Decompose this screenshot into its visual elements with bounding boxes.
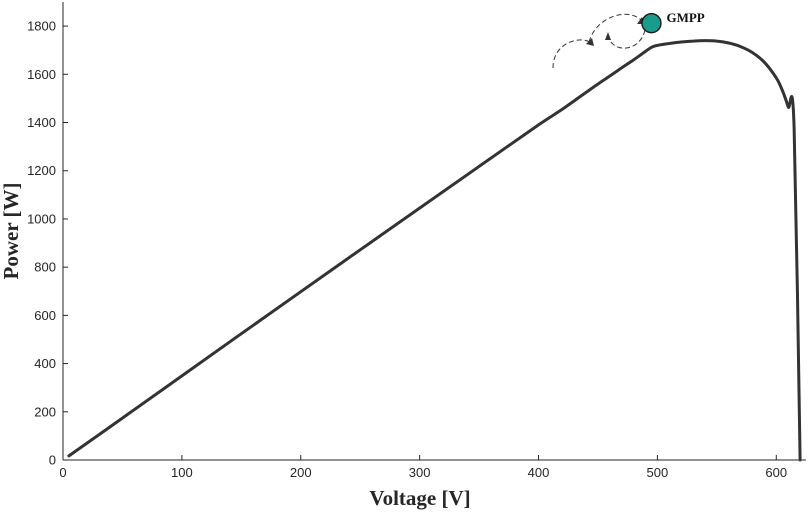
pv-curve-line	[67, 39, 802, 462]
x-tick-label: 600	[765, 465, 787, 480]
x-tick-label: 0	[59, 465, 66, 480]
arrowhead-1	[586, 38, 594, 46]
y-axis-title: Power [W]	[0, 183, 23, 280]
gmpp-marker	[641, 13, 662, 34]
arrowhead-3	[605, 32, 611, 40]
x-tick-label: 200	[290, 465, 312, 480]
y-tick-label: 600	[34, 308, 56, 323]
tracking-loop-3	[607, 29, 646, 49]
x-tick-label: 300	[409, 465, 431, 480]
y-tick-label: 1200	[27, 163, 56, 178]
y-tick-label: 1000	[27, 211, 56, 226]
y-tick-label: 400	[34, 356, 56, 371]
tracking-arrowheads	[586, 17, 645, 46]
y-tick-label: 1600	[27, 67, 56, 82]
x-tick-label: 100	[171, 465, 193, 480]
y-tick-label: 800	[34, 260, 56, 275]
y-tick-label: 200	[34, 404, 56, 419]
y-tick-label: 1800	[27, 19, 56, 34]
x-axis-title: Voltage [V]	[369, 486, 470, 510]
y-tick-label: 0	[49, 453, 56, 468]
x-tick-group: 0 100 200 300 400 500 600	[59, 455, 787, 480]
y-tick-label: 1400	[27, 115, 56, 130]
gmpp-label: GMPP	[666, 10, 704, 25]
x-tick-label: 500	[647, 465, 669, 480]
y-tick-group: 0 200 400 600 800 1000 1200 1400 1600 1800	[27, 19, 68, 468]
x-tick-label: 400	[528, 465, 550, 480]
